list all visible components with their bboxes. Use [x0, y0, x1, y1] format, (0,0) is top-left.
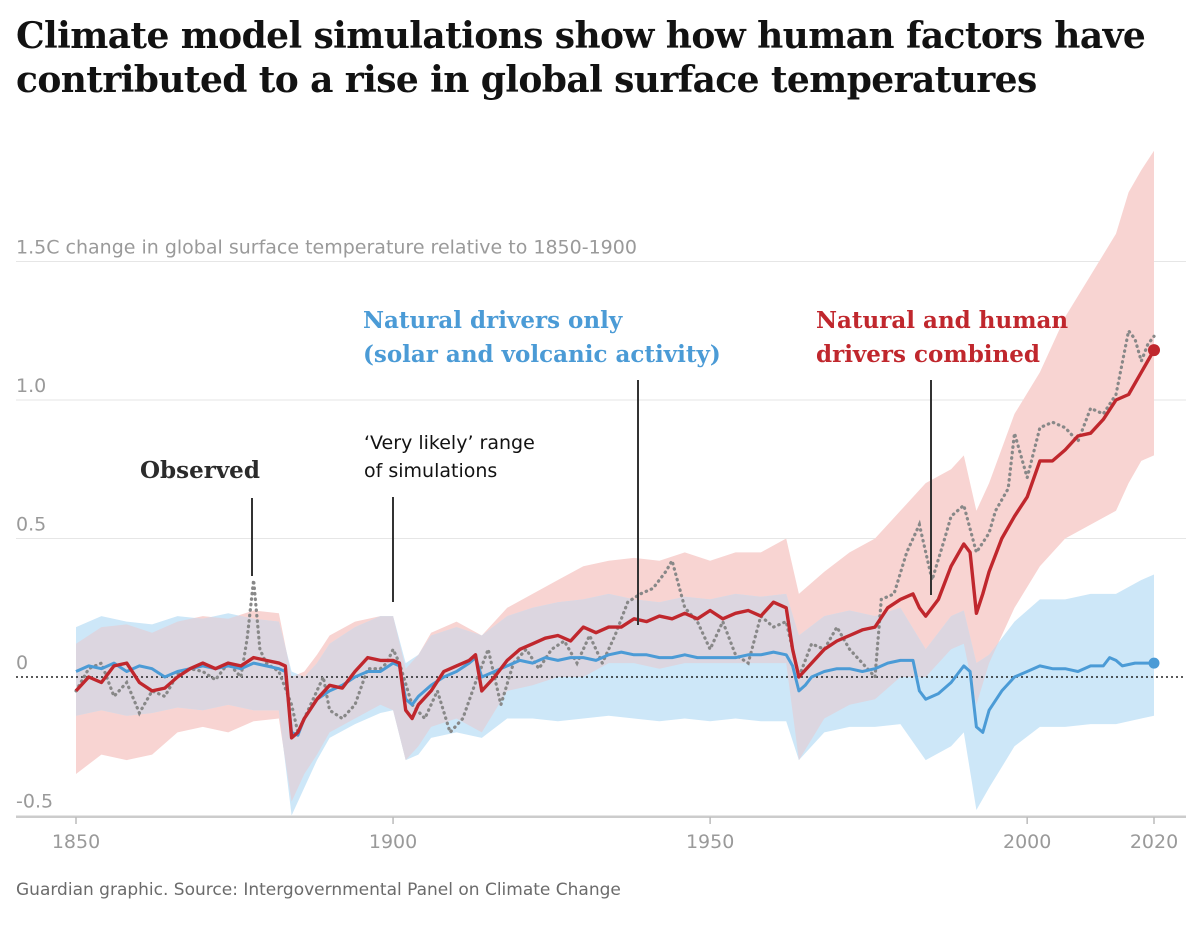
- series-lines: [74, 327, 1160, 740]
- y-tick-label: 0: [16, 652, 28, 674]
- annotation-leaders: [251, 380, 932, 625]
- x-tick-label: 1850: [52, 831, 100, 853]
- x-tick-label: 1900: [369, 831, 417, 853]
- x-tick-label: 1950: [686, 831, 734, 853]
- range-label-line-1: ‘Very likely’ range: [364, 432, 535, 454]
- observed-series-line: [74, 327, 1156, 738]
- overlap-range-band: [76, 574, 1154, 802]
- chart-title: Climate model simulations show how human…: [16, 14, 1186, 102]
- x-tick-label: 2000: [1003, 831, 1051, 853]
- y-axis-ticks: 1.5C change in global surface temperatur…: [16, 237, 637, 813]
- x-tick-label: 2020: [1130, 831, 1178, 853]
- uncertainty-bands: [76, 150, 1154, 816]
- y-tick-label: 1.0: [16, 375, 46, 397]
- title-line-2: contributed to a rise in global surface …: [16, 59, 1037, 101]
- x-axis: 1850 1900 1950 2000 2020: [16, 816, 1186, 853]
- natural-end-point: [1148, 657, 1160, 669]
- y-tick-label: 0.5: [16, 514, 46, 536]
- y-tick-label: 1.5C change in global surface temperatur…: [16, 237, 637, 259]
- title-line-1: Climate model simulations show how human…: [16, 15, 1146, 57]
- combined-series-line: [74, 349, 1156, 740]
- combined-label-line-1: Natural and human: [816, 307, 1068, 334]
- natural-label-line-2: (solar and volcanic activity): [363, 341, 721, 368]
- combined-label-line-2: drivers combined: [816, 341, 1040, 368]
- annotations: Observed ‘Very likely’ range of simulati…: [140, 307, 1068, 484]
- range-label-line-2: of simulations: [364, 460, 497, 482]
- natural-series-line: [75, 650, 1154, 737]
- source-note: Guardian graphic. Source: Intergovernmen…: [16, 880, 621, 900]
- natural-label-line-1: Natural drivers only: [363, 307, 623, 334]
- y-tick-label: -0.5: [16, 791, 53, 813]
- combined-end-point: [1148, 344, 1160, 357]
- observed-label: Observed: [140, 457, 260, 484]
